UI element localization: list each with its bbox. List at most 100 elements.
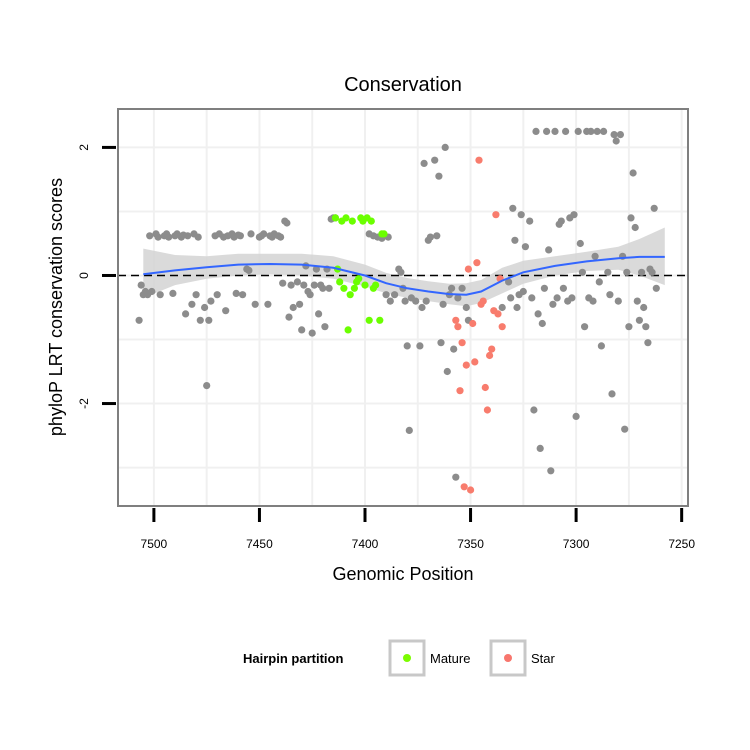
data-point-other bbox=[194, 233, 202, 241]
data-point-star bbox=[486, 351, 494, 360]
data-point-other bbox=[188, 300, 196, 308]
legend-title: Hairpin partition bbox=[243, 651, 343, 666]
x-tick-label: 7350 bbox=[457, 537, 484, 551]
data-point-other bbox=[405, 426, 413, 434]
data-point-other bbox=[621, 425, 629, 433]
data-point-other bbox=[439, 300, 447, 308]
data-point-star bbox=[464, 265, 472, 273]
legend-label-star: Star bbox=[531, 651, 556, 666]
data-point-other bbox=[441, 143, 449, 151]
data-point-other bbox=[386, 297, 394, 305]
data-point-other bbox=[192, 291, 200, 299]
data-point-other bbox=[597, 342, 606, 350]
smooth-line-layer bbox=[143, 255, 665, 296]
data-point-star bbox=[460, 483, 468, 491]
data-point-other bbox=[540, 284, 549, 292]
data-point-other bbox=[532, 127, 540, 135]
data-point-other bbox=[589, 297, 597, 305]
data-point-other bbox=[462, 303, 470, 312]
data-point-other bbox=[640, 303, 648, 312]
data-point-other bbox=[526, 217, 534, 225]
data-point-other bbox=[578, 268, 587, 276]
data-point-other bbox=[574, 127, 582, 135]
data-point-other bbox=[581, 323, 589, 331]
data-point-star bbox=[467, 486, 475, 494]
data-point-other bbox=[648, 268, 656, 276]
data-point-other bbox=[293, 278, 301, 286]
data-point-other bbox=[604, 268, 612, 276]
data-point-other bbox=[196, 316, 204, 324]
data-point-mature bbox=[348, 217, 356, 225]
data-point-other bbox=[513, 303, 521, 312]
data-point-other bbox=[182, 310, 190, 318]
data-point-mature bbox=[336, 278, 344, 286]
data-point-other bbox=[205, 316, 213, 324]
data-point-other bbox=[300, 281, 308, 289]
data-point-other bbox=[576, 239, 584, 248]
data-point-other bbox=[146, 232, 154, 240]
data-point-other bbox=[245, 266, 253, 274]
data-point-other bbox=[557, 217, 565, 225]
data-point-mature bbox=[365, 316, 373, 324]
data-point-other bbox=[538, 319, 546, 328]
data-point-other bbox=[298, 326, 306, 334]
data-point-other bbox=[642, 323, 650, 331]
data-point-other bbox=[625, 323, 633, 331]
data-point-other bbox=[629, 169, 637, 177]
data-point-other bbox=[306, 291, 314, 299]
data-point-other bbox=[283, 219, 291, 227]
data-point-mature bbox=[344, 326, 352, 334]
data-point-other bbox=[631, 223, 639, 232]
legend-label-mature: Mature bbox=[430, 651, 470, 666]
data-point-star bbox=[452, 316, 460, 324]
data-point-other bbox=[391, 291, 399, 299]
data-point-other bbox=[593, 127, 601, 135]
data-point-other bbox=[644, 339, 652, 347]
data-point-other bbox=[312, 265, 320, 273]
data-point-other bbox=[633, 297, 641, 305]
data-point-other bbox=[156, 291, 164, 299]
data-point-other bbox=[401, 297, 409, 305]
data-point-other bbox=[650, 204, 658, 212]
y-axis: -2 0 2 bbox=[77, 144, 116, 409]
data-point-other bbox=[207, 297, 215, 305]
data-point-star bbox=[479, 297, 487, 305]
data-point-other bbox=[315, 310, 323, 318]
data-point-other bbox=[549, 300, 557, 308]
data-point-other bbox=[260, 230, 268, 238]
data-point-other bbox=[416, 342, 424, 350]
data-point-other bbox=[201, 303, 209, 312]
data-point-other bbox=[422, 297, 430, 305]
data-point-other bbox=[325, 284, 333, 292]
legend-dot-star bbox=[504, 654, 512, 662]
data-point-other bbox=[612, 137, 620, 145]
data-point-other bbox=[608, 390, 616, 398]
data-point-other bbox=[433, 232, 441, 240]
data-point-other bbox=[528, 294, 536, 302]
data-point-other bbox=[435, 172, 443, 180]
data-point-other bbox=[652, 284, 660, 292]
data-point-other bbox=[610, 131, 618, 139]
data-point-other bbox=[600, 127, 608, 135]
data-point-star bbox=[454, 323, 462, 331]
data-point-other bbox=[239, 291, 247, 299]
data-point-other bbox=[184, 232, 192, 240]
data-point-star bbox=[469, 319, 477, 328]
data-point-other bbox=[543, 127, 551, 135]
x-tick-label: 7250 bbox=[668, 537, 695, 551]
y-tick-label: 2 bbox=[77, 144, 91, 151]
data-point-star bbox=[471, 358, 479, 366]
data-point-other bbox=[595, 278, 603, 286]
data-point-other bbox=[308, 329, 316, 337]
data-point-other bbox=[236, 232, 244, 240]
data-point-other bbox=[287, 281, 295, 289]
data-point-other bbox=[437, 339, 445, 347]
data-point-other bbox=[310, 281, 318, 289]
data-point-star bbox=[458, 339, 466, 347]
data-point-other bbox=[321, 323, 329, 331]
data-point-other bbox=[165, 233, 173, 241]
data-point-other bbox=[521, 243, 530, 251]
data-point-other bbox=[507, 294, 515, 302]
data-point-other bbox=[517, 211, 525, 219]
